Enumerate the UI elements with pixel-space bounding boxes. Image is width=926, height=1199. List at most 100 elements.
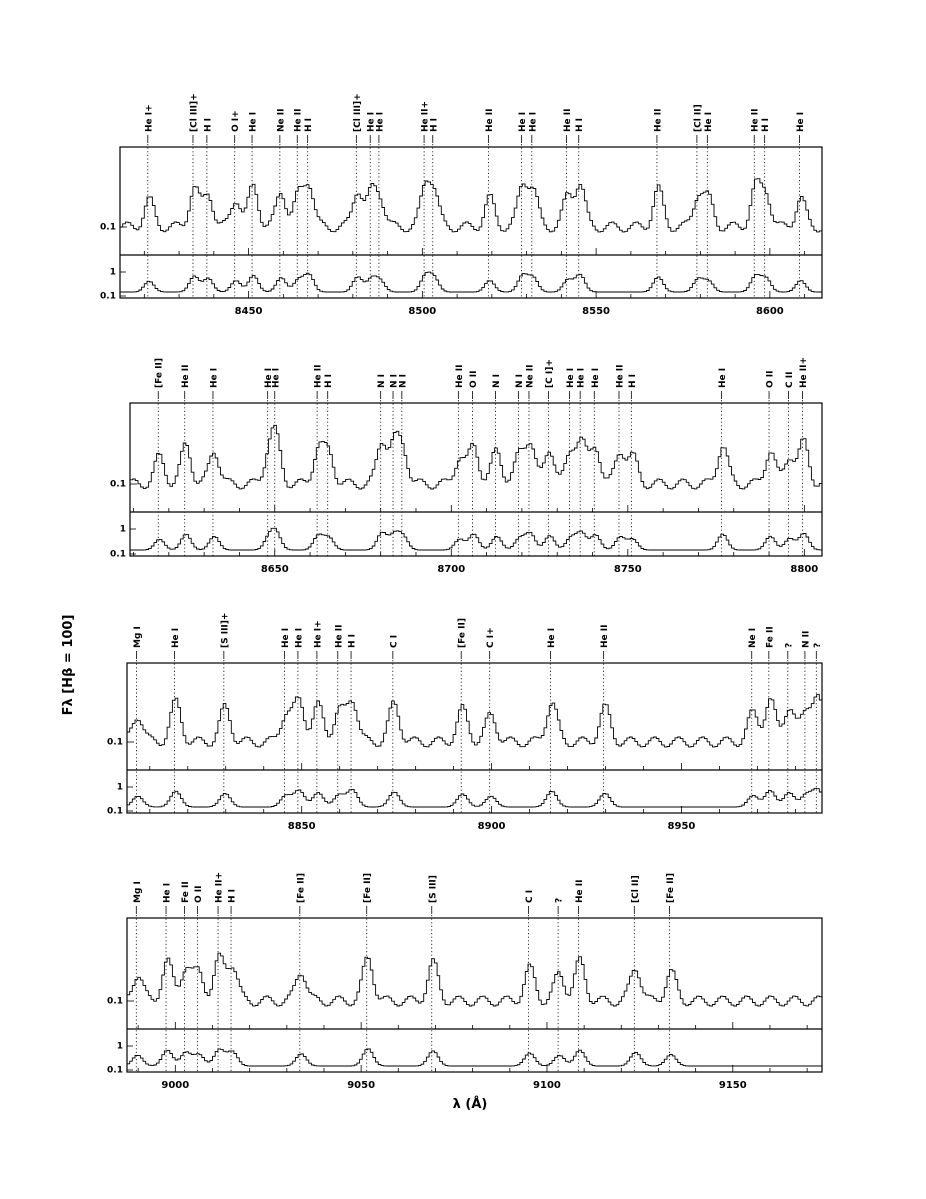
line-label: He I: [518, 112, 528, 132]
line-label: ?: [555, 898, 565, 903]
line-label: O I+: [231, 110, 241, 132]
line-label: [S III]: [428, 875, 438, 903]
line-label: H I: [228, 889, 238, 903]
line-label: He II: [575, 880, 585, 903]
line-label: [Cl II]: [631, 875, 641, 903]
line-label: [Cl II]: [693, 104, 703, 132]
line-label: He II: [600, 625, 610, 648]
y-tick-label: 0.1: [100, 292, 116, 302]
line-label: H I: [203, 118, 213, 132]
line-label: He I: [566, 368, 576, 388]
line-label: N II: [801, 631, 811, 648]
line-label: He I: [249, 112, 259, 132]
line-label: Ne II: [525, 365, 535, 388]
line-label: He II: [485, 109, 495, 132]
line-label: N I: [515, 374, 525, 388]
line-label: H I: [628, 374, 638, 388]
y-tick-label: 0.1: [107, 738, 123, 748]
line-label: H I: [575, 118, 585, 132]
line-label: He II: [653, 109, 663, 132]
panel-frame: [126, 662, 823, 814]
line-label: He I: [547, 628, 557, 648]
x-tick-label: 8450: [235, 306, 263, 317]
line-label: O II: [194, 886, 204, 903]
line-label: He I: [591, 368, 601, 388]
line-label: He I: [367, 112, 377, 132]
y-tick-label: 0.1: [107, 1066, 123, 1076]
line-label: He II: [563, 109, 573, 132]
y-tick-label: 0.1: [100, 223, 116, 233]
x-tick-label: 8600: [756, 306, 784, 317]
line-label: N I: [377, 374, 387, 388]
panel-frame: [129, 402, 823, 557]
line-label: He I: [171, 628, 181, 648]
line-label: H I: [324, 374, 334, 388]
line-label: He I: [264, 368, 274, 388]
line-label: C I: [525, 890, 535, 903]
line-label: N I: [390, 374, 400, 388]
line-label: He I: [528, 112, 538, 132]
line-label: He I+: [144, 104, 154, 132]
line-label: He I: [577, 368, 587, 388]
line-label: He I: [796, 112, 806, 132]
y-tick-label: 1: [120, 525, 126, 535]
line-label: [Cl III]+: [353, 93, 363, 132]
line-label: [C I]+: [545, 359, 555, 388]
line-label: [Fe II]: [296, 873, 306, 903]
line-label: H I: [348, 634, 358, 648]
x-tick-label: 8800: [790, 564, 818, 575]
x-tick-label: 8650: [261, 564, 289, 575]
x-tick-label: 9100: [533, 1080, 561, 1091]
line-label: C I+: [486, 627, 496, 648]
panel-frame: [126, 917, 823, 1073]
x-tick-label: 8900: [478, 821, 506, 832]
x-tick-label: 9050: [347, 1080, 375, 1091]
y-tick-label: 0.1: [107, 997, 123, 1007]
line-label: ?: [784, 643, 794, 648]
line-label: He I: [271, 368, 281, 388]
ratio-trace: [130, 527, 823, 551]
line-label: He I: [704, 112, 714, 132]
spectrum-trace: [127, 693, 823, 748]
x-tick-label: 9000: [161, 1080, 189, 1091]
line-label: He II: [334, 625, 344, 648]
spectrum-trace: [127, 952, 823, 1007]
line-label: He II: [455, 365, 465, 388]
line-label: H I: [429, 118, 439, 132]
line-label: [Fe II]: [458, 618, 468, 648]
line-label: Ne I: [748, 628, 758, 648]
x-tick-label: 8550: [582, 306, 610, 317]
line-label: O II: [766, 371, 776, 388]
line-label: [Fe II]: [155, 358, 165, 388]
line-label: He I+: [313, 620, 323, 648]
line-label: Mg I: [133, 626, 143, 648]
line-label: N I: [398, 374, 408, 388]
line-label: Ne II: [276, 109, 286, 132]
y-tick-label: 0.1: [110, 550, 126, 560]
line-label: He I: [209, 368, 219, 388]
ratio-trace: [120, 271, 822, 293]
line-label: [Fe II]: [363, 873, 373, 903]
line-label: O II: [469, 371, 479, 388]
x-tick-label: 9150: [719, 1080, 747, 1091]
line-label: C I: [389, 635, 399, 648]
y-axis-label: Fλ [Hβ = 100]: [61, 615, 76, 716]
x-tick-label: 8750: [614, 564, 642, 575]
line-label: [Fe II]: [666, 873, 676, 903]
line-label: He I: [718, 368, 728, 388]
line-label: [S III]+: [220, 613, 230, 648]
line-label: He I: [281, 628, 291, 648]
line-label: He I: [375, 112, 385, 132]
line-label: Fe II: [181, 881, 191, 903]
spectrum-trace: [120, 178, 823, 233]
line-label: H I: [304, 118, 314, 132]
line-label: Mg I: [133, 881, 143, 903]
line-label: Fe II: [765, 626, 775, 648]
y-tick-label: 1: [110, 268, 116, 278]
x-tick-label: 8850: [288, 821, 316, 832]
line-label: He II: [615, 365, 625, 388]
